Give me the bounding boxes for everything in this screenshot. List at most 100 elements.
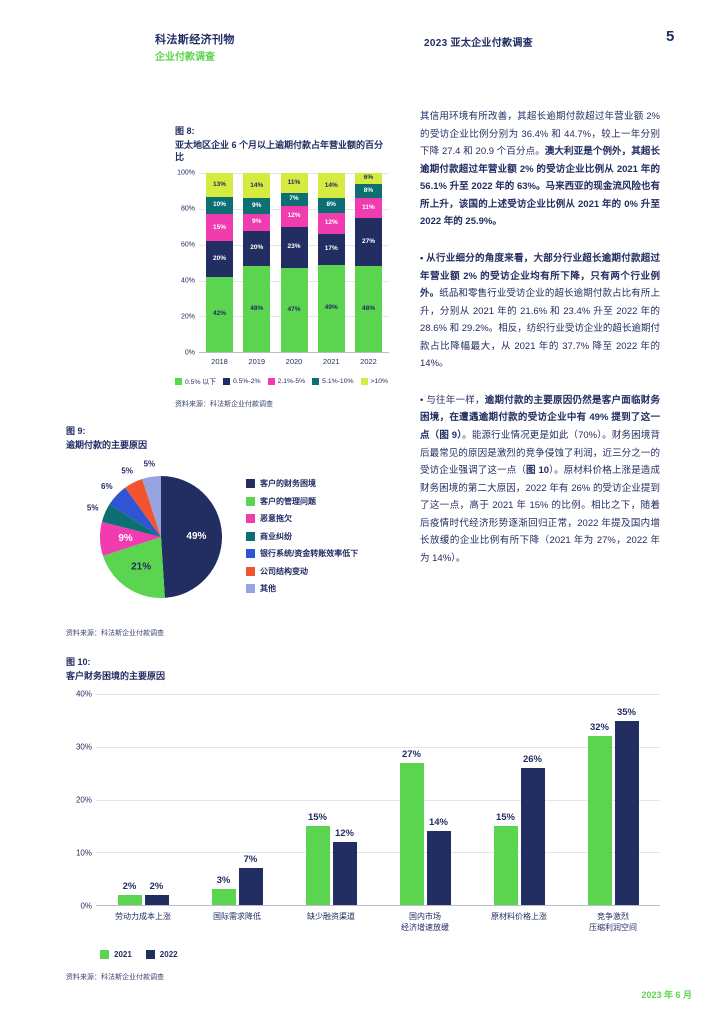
bar-value: 27% [401, 748, 421, 760]
bar: 14% [426, 694, 451, 906]
pie-slice-value: 5% [87, 504, 99, 513]
x-axis-label: 劳动力成本上涨 [115, 912, 171, 922]
legend-item: 商业纠纷 [246, 531, 358, 542]
bar-segment: 11% [280, 173, 308, 194]
legend-label: 客户的管理问题 [260, 496, 316, 506]
legend-label: 2.1%-5% [277, 377, 306, 385]
bar-segment: 47% [280, 268, 308, 353]
paragraph-2: • 从行业细分的角度来看，大部分行业超长逾期付款超过年营业额 2% 的受访企业均… [420, 250, 660, 373]
legend-swatch [267, 377, 275, 385]
x-axis-label: 2022 [360, 357, 377, 367]
legend-item: 0.5% 以下 [175, 376, 216, 386]
figure-10-y-axis: 40% 30% 20% 10% 0% [66, 690, 96, 911]
bar-value: 26% [522, 754, 542, 765]
legend-label: 5.1%-10% [322, 377, 354, 385]
legend-label: >10% [370, 377, 389, 385]
publication-title: 科法斯经济刊物 [155, 34, 235, 46]
legend-swatch [246, 479, 255, 489]
figure-10-label: 图 10: [66, 657, 91, 667]
y-tick-label: 0% [80, 901, 92, 911]
figure-10-plot-area: 2% 2% 3% 7% 15% 12% 27% 14% 15% 26% 32% 35% 劳动力成本上涨… [96, 694, 660, 934]
bar-segment: 6% [355, 173, 382, 185]
bar: 2% [144, 694, 169, 906]
bar-segment-value: 8% [363, 186, 374, 194]
bar-group: 15% 12% [284, 694, 378, 906]
legend-swatch [145, 949, 155, 959]
legend-item: 银行系统/资金转账效率低下 [246, 548, 358, 559]
figure-8-source: 资料来源：科法斯企业付款调查 [175, 401, 273, 409]
figure-10-plot: 2% 2% 3% 7% 15% 12% 27% 14% 15% 26% 32% 35% [96, 694, 660, 907]
article-text: 其信用环境有所改善，其超长逾期付款超过年营业额 2% 的受访企业比例分别为 36… [420, 108, 660, 568]
figure-10-chart: 40% 30% 20% 10% 0% 2% 2% 3% 7% 15% 12% 27% 14% 15% 26… [66, 690, 660, 934]
bar-fill [614, 720, 639, 906]
bar-segment-value: 11% [287, 178, 301, 186]
legend-swatch [246, 566, 255, 576]
bar-fill [493, 826, 518, 906]
figure-8-chart: 100% 80% 60% 40% 20% 0% 42% 20% 15% 10% 13% 48% 20%… [175, 170, 389, 366]
text-run: ）。原材料价格上涨是造成财务困境的第二大原因，2022 年有 26% 的受访企业… [420, 465, 660, 564]
bar-fill [144, 894, 169, 906]
figure-8-title: 亚太地区企业 6 个月以上逾期付款占年营业额的百分比 [175, 140, 384, 163]
bar-segment: 42% [206, 277, 233, 353]
report-title: 2023 亚太企业付款调查 [424, 38, 533, 49]
figure-9-source: 资料来源：科法斯企业付款调查 [66, 630, 164, 638]
bar: 15% [305, 694, 330, 906]
figure-10-source: 资料来源：科法斯企业付款调查 [66, 973, 164, 981]
bar-value: 14% [428, 817, 448, 829]
y-tick-label: 60% [180, 241, 195, 249]
legend-label: 2021 [114, 949, 132, 959]
bar-segment-value: 12% [287, 212, 301, 220]
x-axis-label: 国内市场 经济增速放缓 [401, 912, 449, 932]
bar-segment: 23% [280, 227, 308, 269]
pie-slice-value: 6% [101, 482, 113, 491]
legend-item: 0.5%-2% [222, 376, 261, 386]
bar-segment-value: 15% [212, 223, 226, 231]
legend-item: 2021 [100, 949, 132, 959]
bar-fill [238, 868, 263, 906]
bar-value: 15% [495, 812, 515, 824]
bar-fill [587, 736, 612, 906]
bar-group: 27% 14% [378, 694, 472, 906]
bar-fill [399, 762, 424, 906]
legend-label: 0.5% 以下 [185, 379, 216, 387]
bold-text-run: 逾期付款的主要原因仍然是客户面临财务困境，在遭遇逾期付款的受访企业中有 49% … [420, 394, 660, 441]
bar-value: 2% [149, 880, 164, 892]
legend-swatch [246, 549, 255, 559]
legend-label: 其他 [260, 584, 276, 594]
legend-swatch [175, 377, 182, 385]
figure-8-plot-area: 42% 20% 15% 10% 13% 48% 20% 9% 9% 14% 47% 23% 12% 7% 1… [199, 173, 389, 366]
figure-10-x-axis: 劳动力成本上涨 国际需求降低 缺少融资渠道 国内市场 经济增速放缓 原材料价格上涨 竞争激烈… [96, 912, 660, 934]
x-axis-label: 国际需求降低 [213, 912, 261, 922]
figure-8-y-axis: 100% 80% 60% 40% 20% 0% [175, 170, 199, 357]
bar-segment: 14% [243, 173, 271, 199]
legend-swatch [312, 377, 320, 385]
y-tick-label: 30% [75, 742, 92, 752]
x-axis-label: 2018 [211, 357, 228, 367]
x-axis-label: 竞争激烈 压缩利润空间 [589, 912, 637, 932]
bar-segment: 48% [243, 266, 271, 353]
bar-segment-value: 10% [212, 201, 226, 209]
bar-segment: 17% [317, 234, 345, 265]
bar-segment-value: 8% [326, 201, 336, 209]
legend-item: 其他 [246, 583, 358, 594]
y-tick-label: 20% [180, 313, 195, 321]
pie-slice [109, 487, 161, 538]
bar-group: 2% 2% [96, 694, 190, 906]
bar-segment: 9% [243, 214, 271, 231]
stacked-bar: 42% 20% 15% 10% 13% [206, 173, 233, 353]
y-tick-label: 40% [75, 689, 92, 699]
legend-swatch [246, 584, 255, 594]
legend-label: 银行系统/资金转账效率低下 [260, 549, 359, 559]
figure-8-x-axis: 2018 2019 2020 2021 2022 [199, 357, 389, 366]
bar-value: 32% [589, 722, 609, 734]
text-run: 。能源行业情况更是如此（70%）。财务困境背后最常见的原因是激烈的竞争侵蚀了利润… [420, 430, 660, 477]
bar-fill [332, 841, 357, 906]
bar-value: 12% [334, 827, 354, 839]
bar-segment: 15% [206, 214, 233, 242]
legend-item: 5.1%-10% [312, 376, 354, 386]
bar-segment-value: 48% [250, 305, 264, 313]
figure-9-label: 图 9: [66, 426, 86, 436]
legend-swatch [360, 377, 368, 385]
bar-segment: 11% [355, 198, 382, 219]
